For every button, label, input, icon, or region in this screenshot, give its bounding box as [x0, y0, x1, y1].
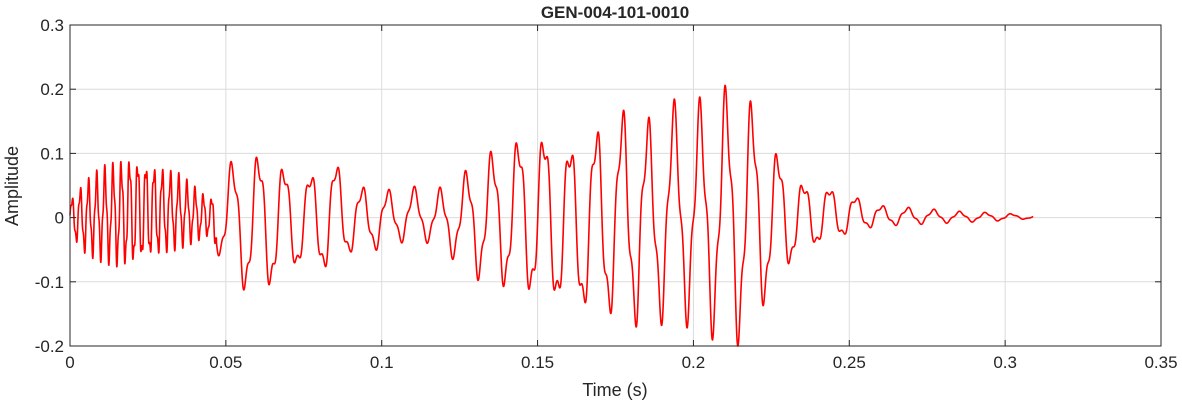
y-tick-label: 0.2 [40, 80, 64, 99]
chart-title: GEN-004-101-0010 [541, 3, 689, 22]
y-tick-label: 0.3 [40, 16, 64, 35]
x-tick-label: 0.05 [209, 353, 242, 372]
y-tick-label: -0.1 [35, 273, 64, 292]
x-tick-label: 0.2 [682, 353, 706, 372]
axes-box [69, 24, 1162, 347]
axis-ticks: 0 0.05 0.1 0.15 0.2 0.25 0.3 0.35 -0.2 -0.1 0 0.1 0.… [35, 16, 1178, 372]
x-tick-label: 0.15 [521, 353, 554, 372]
x-tick-label: 0.1 [370, 353, 394, 372]
amplitude-trace [69, 84, 1034, 347]
x-tick-label: 0.3 [993, 353, 1017, 372]
y-axis-label: Amplitude [2, 146, 22, 226]
x-tick-label: 0 [65, 353, 74, 372]
y-tick-label: -0.2 [35, 337, 64, 356]
y-tick-label: 0.1 [40, 144, 64, 163]
x-axis-label: Time (s) [582, 380, 647, 400]
x-tick-label: 0.35 [1144, 353, 1177, 372]
x-tick-label: 0.25 [833, 353, 866, 372]
grid-lines [70, 25, 1161, 346]
y-tick-label: 0 [55, 209, 64, 228]
series-line [69, 84, 1034, 347]
